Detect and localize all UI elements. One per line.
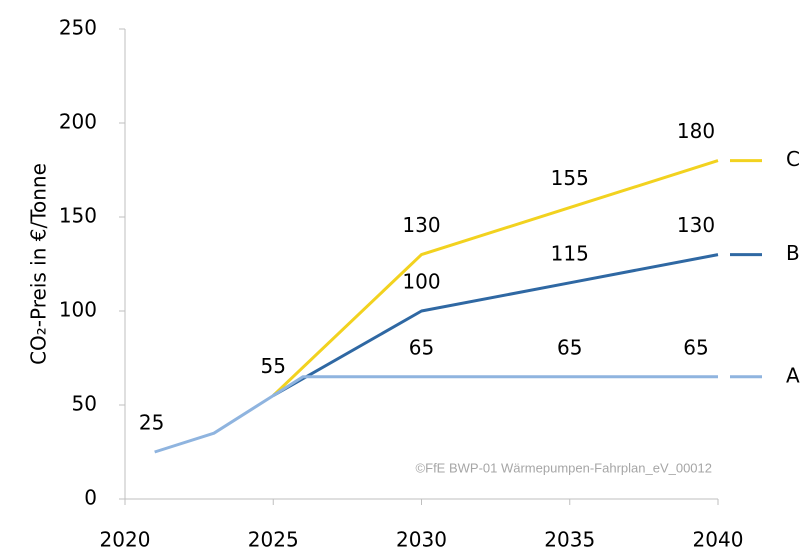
y-tick-label: 100 <box>59 298 97 322</box>
y-tick-label: 200 <box>59 110 97 134</box>
x-tick-label: 2020 <box>100 528 151 552</box>
data-label: 100 <box>402 270 440 294</box>
x-tick-label: 2030 <box>396 528 447 552</box>
legend-label: A <box>786 363 800 387</box>
data-label: 55 <box>261 354 286 378</box>
data-label: 130 <box>402 213 440 237</box>
data-label: 180 <box>677 119 715 143</box>
series-line <box>154 375 718 454</box>
watermark: ©FfE BWP-01 Wärmepumpen-Fahrplan_eV_0001… <box>416 460 712 475</box>
series-line <box>272 159 719 397</box>
data-label: 25 <box>139 411 164 435</box>
x-tick-label: 2035 <box>544 528 595 552</box>
y-tick-label: 250 <box>59 16 97 40</box>
y-tick-label: 150 <box>59 204 97 228</box>
data-label: 65 <box>557 335 582 359</box>
y-axis-label: CO₂-Preis in €/Tonne <box>27 163 51 365</box>
series-line <box>272 253 719 397</box>
data-label: 130 <box>677 213 715 237</box>
x-tick-label: 2025 <box>248 528 299 552</box>
y-tick-label: 50 <box>72 392 97 416</box>
y-tick-label: 0 <box>84 486 97 510</box>
legend-label: C <box>786 147 800 171</box>
data-label: 155 <box>551 166 589 190</box>
data-label: 65 <box>683 335 708 359</box>
x-tick-label: 2040 <box>693 528 744 552</box>
legend-label: B <box>786 241 800 265</box>
data-label: 115 <box>551 241 589 265</box>
data-label: 65 <box>409 335 434 359</box>
